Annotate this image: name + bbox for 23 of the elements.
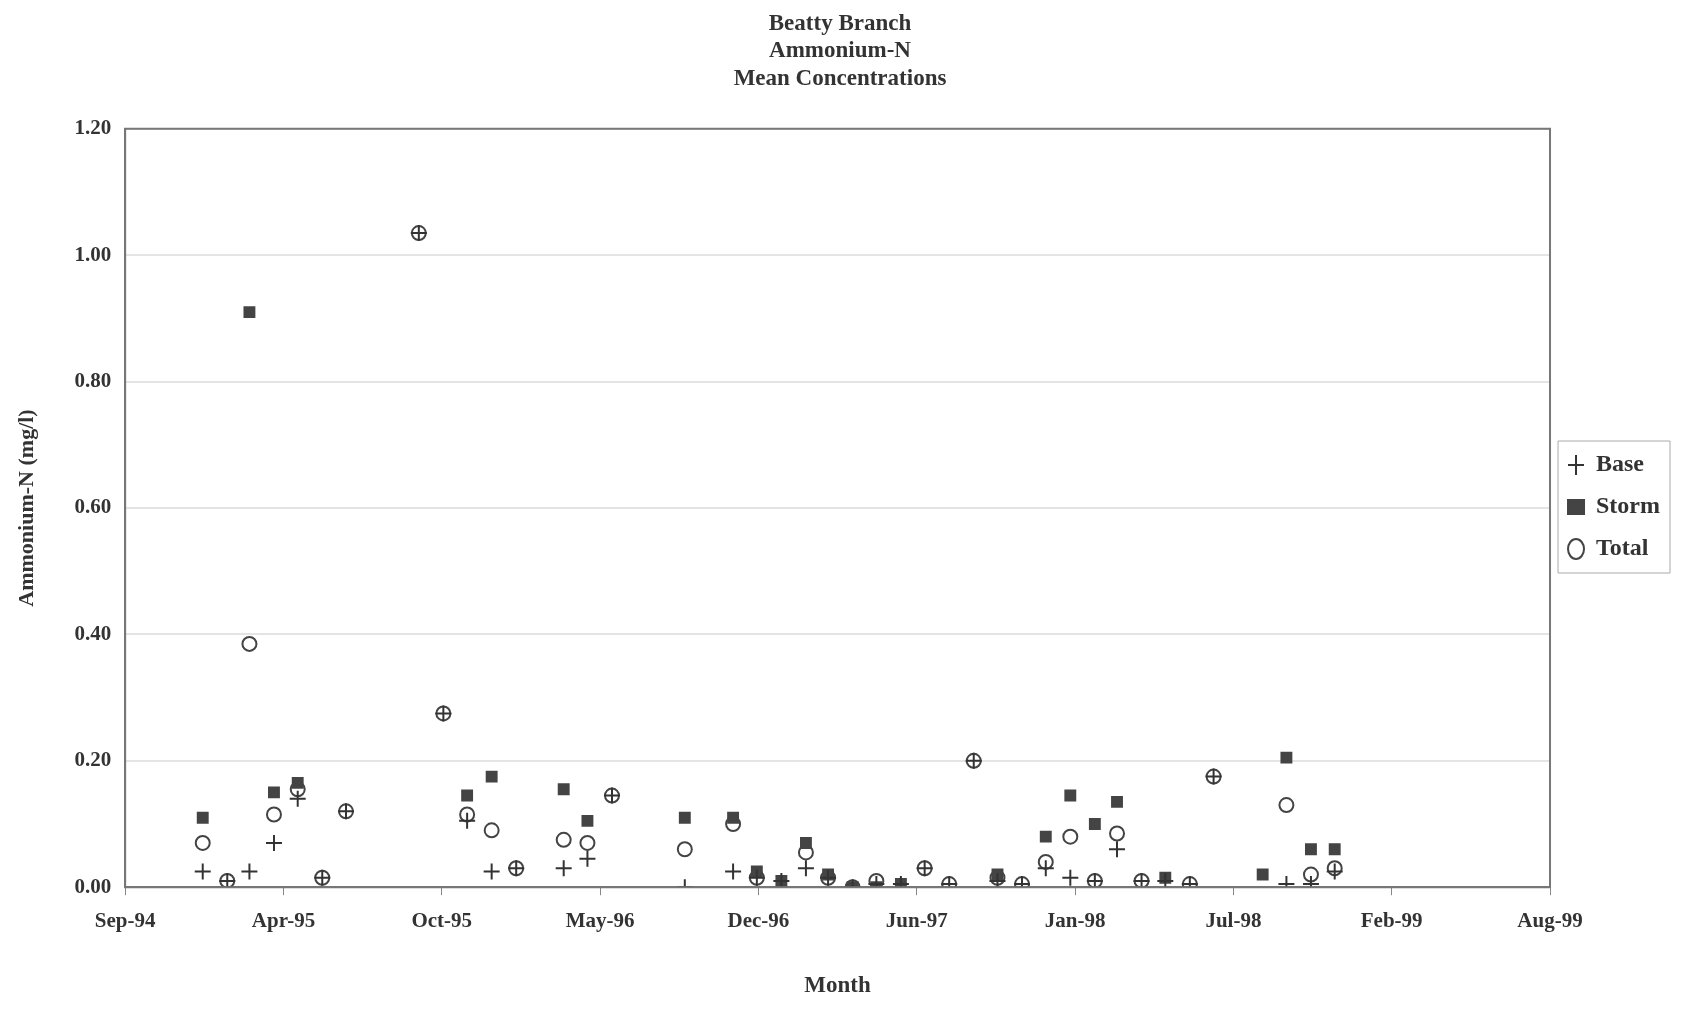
x-tick-label: Jun-97	[885, 908, 948, 933]
x-tick-label: May-96	[565, 908, 635, 933]
legend-label: Base	[1596, 450, 1645, 477]
x-tick-label: Dec-96	[727, 908, 790, 933]
legend-label: Storm	[1596, 492, 1661, 519]
chart-title: Beatty Branch Ammonium-N Mean Concentrations	[733, 9, 947, 90]
y-tick-label: 0.80	[74, 368, 112, 393]
y-tick-label: 0.40	[74, 620, 112, 645]
x-tick-label: Jul-98	[1205, 908, 1262, 933]
y-tick-label: 1.00	[74, 241, 112, 266]
y-axis-title: Ammonium-N (mg/l)	[12, 409, 38, 607]
y-tick-label: 1.20	[74, 115, 112, 140]
x-tick-label: Jan-98	[1044, 908, 1106, 933]
x-axis-title: Month	[804, 972, 872, 998]
x-tick-label: Oct-95	[411, 908, 473, 933]
x-tick-label: Apr-95	[251, 908, 316, 933]
y-tick-label: 0.60	[74, 494, 112, 519]
legend-label: Total	[1596, 534, 1649, 561]
y-tick-label: 0.00	[74, 873, 112, 898]
x-tick-label: Sep-94	[94, 908, 156, 933]
y-tick-label: 0.20	[74, 747, 112, 772]
x-tick-label: Feb-99	[1360, 908, 1423, 933]
x-tick-label: Aug-99	[1517, 908, 1583, 933]
